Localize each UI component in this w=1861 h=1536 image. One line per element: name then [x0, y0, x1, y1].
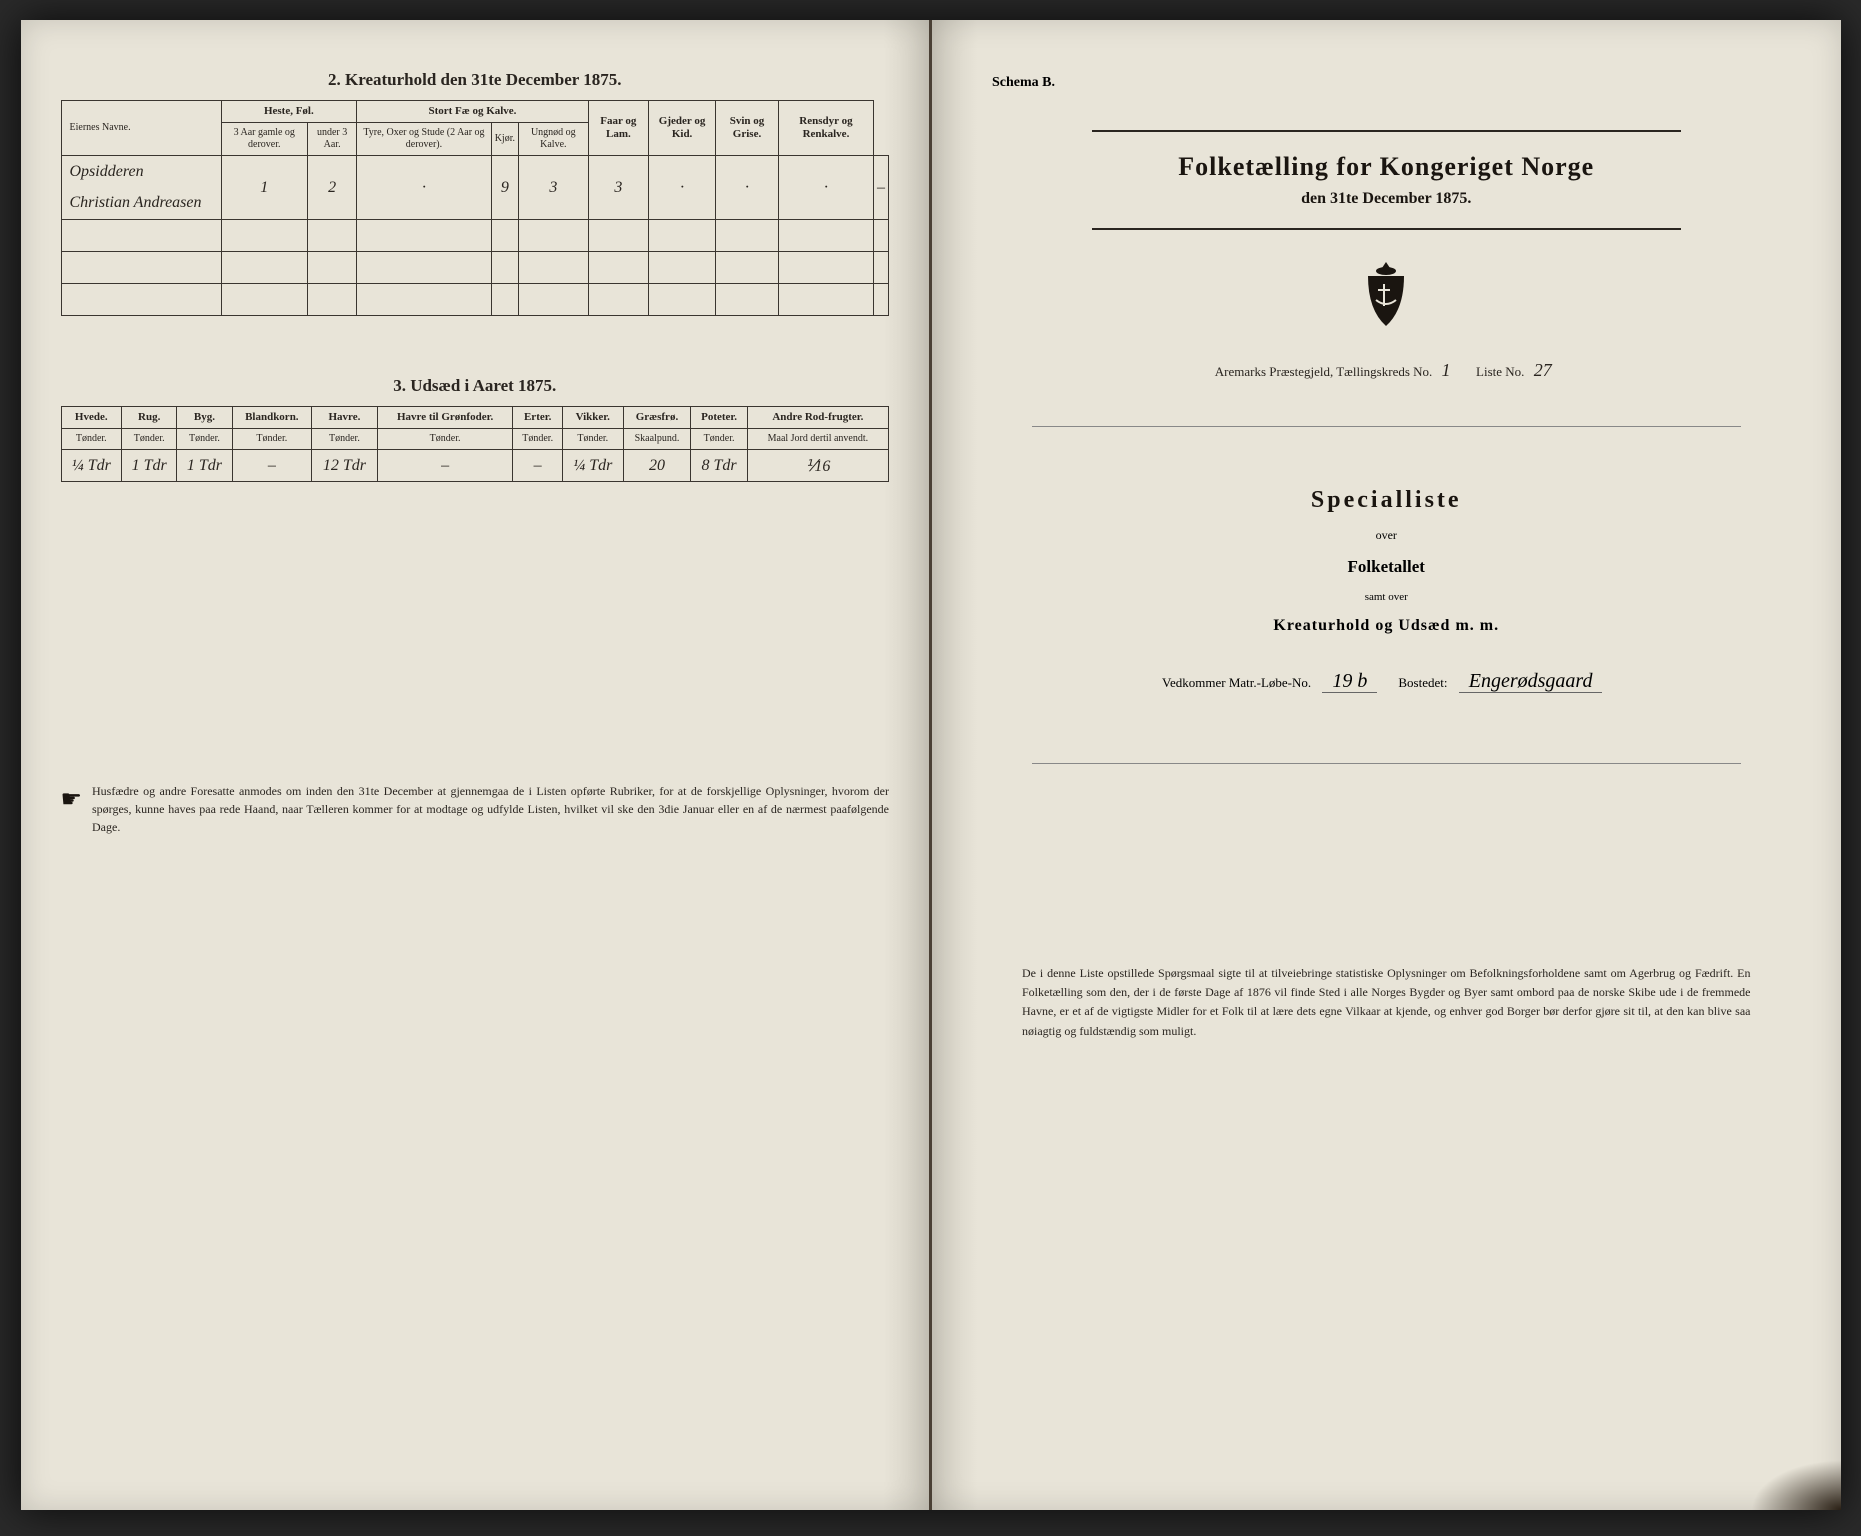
cell: ⅟16 [747, 450, 888, 482]
cell: 1 [221, 156, 308, 220]
left-footer: ☛ Husfædre og andre Foresatte anmodes om… [61, 782, 890, 836]
cell: 1 Tdr [177, 450, 232, 482]
vedkommer-line: Vedkommer Matr.-Løbe-No. 19 b Bostedet: … [972, 670, 1801, 693]
unit: Maal Jord dertil anvendt. [747, 429, 888, 450]
sub-stort-b: Kjør. [491, 123, 518, 156]
col: Blandkorn. [232, 407, 311, 429]
bostedet-value: Engerødsgaard [1459, 670, 1603, 693]
district-no: 1 [1442, 360, 1451, 380]
cell: 1 Tdr [122, 450, 177, 482]
unit: Tønder. [312, 429, 378, 450]
liste-label: Liste No. [1476, 364, 1524, 379]
cell: 3 [518, 156, 588, 220]
owner-label: Opsidderen [61, 156, 221, 188]
divider [1032, 426, 1741, 427]
col: Andre Rod-frugter. [747, 407, 888, 429]
col: Havre. [312, 407, 378, 429]
parish-line: Aremarks Præstegjeld, Tællingskreds No. … [972, 360, 1801, 381]
kreatur-line: Kreaturhold og Udsæd m. m. [972, 617, 1801, 635]
sub-stort-c: Ungnød og Kalve. [518, 123, 588, 156]
over-label: over [972, 528, 1801, 543]
cell: – [232, 450, 311, 482]
cell: – [873, 156, 888, 220]
main-title: Folketælling for Kongeriget Norge [972, 152, 1801, 182]
cell: 8 Tdr [691, 450, 747, 482]
section3-title: 3. Udsæd i Aaret 1875. [61, 376, 890, 396]
cell: ¼ Tdr [562, 450, 623, 482]
col: Hvede. [61, 407, 122, 429]
document-spread: 2. Kreaturhold den 31te December 1875. E… [21, 20, 1841, 1510]
unit: Skaalpund. [623, 429, 691, 450]
col: Vikker. [562, 407, 623, 429]
table-row [61, 284, 889, 316]
sowing-table: Hvede. Rug. Byg. Blandkorn. Havre. Havre… [61, 406, 890, 482]
subtitle: den 31te December 1875. [972, 190, 1801, 208]
col: Havre til Grønfoder. [377, 407, 513, 429]
parish-label: Aremarks Præstegjeld, [1215, 364, 1333, 379]
col: Græsfrø. [623, 407, 691, 429]
folketallet: Folketallet [972, 557, 1801, 577]
coat-of-arms-icon [1356, 260, 1416, 330]
vedkommer-label: Vedkommer Matr.-Løbe-No. [1162, 675, 1311, 690]
col: Rug. [122, 407, 177, 429]
table-row: ¼ Tdr 1 Tdr 1 Tdr – 12 Tdr – – ¼ Tdr 20 … [61, 450, 889, 482]
footer-text: Husfædre og andre Foresatte anmodes om i… [92, 782, 889, 836]
unit: Tønder. [122, 429, 177, 450]
section2-title: 2. Kreaturhold den 31te December 1875. [61, 70, 890, 90]
unit: Tønder. [61, 429, 122, 450]
divider [1032, 763, 1741, 764]
table-row: Opsidderen 1 2 · 9 3 3 · · · – [61, 156, 889, 188]
right-footer: De i denne Liste opstillede Spørgsmaal s… [1022, 964, 1751, 1041]
special-title: Specialliste [972, 487, 1801, 514]
unit: Tønder. [562, 429, 623, 450]
col: Poteter. [691, 407, 747, 429]
cell: 3 [588, 156, 648, 220]
matr-no: 19 b [1322, 670, 1377, 693]
title-block: Folketælling for Kongeriget Norge den 31… [972, 130, 1801, 230]
right-page: Schema B. Folketælling for Kongeriget No… [932, 20, 1841, 1510]
table-row [61, 220, 889, 252]
col-gjeder: Gjeder og Kid. [649, 101, 716, 156]
col: Byg. [177, 407, 232, 429]
cell: – [377, 450, 513, 482]
sub-stort-a: Tyre, Oxer og Stude (2 Aar og derover). [357, 123, 491, 156]
col-svin: Svin og Grise. [716, 101, 779, 156]
cell: · [778, 156, 873, 220]
unit: Tønder. [691, 429, 747, 450]
col-faar: Faar og Lam. [588, 101, 648, 156]
samt-over: samt over [972, 591, 1801, 603]
col-rensdyr: Rensdyr og Renkalve. [778, 101, 873, 156]
unit: Tønder. [232, 429, 311, 450]
sub-heste-a: 3 Aar gamle og derover. [221, 123, 308, 156]
cell: 9 [491, 156, 518, 220]
livestock-table: Eiernes Navne. Heste, Føl. Stort Fæ og K… [61, 100, 890, 316]
owner-name: Christian Andreasen [61, 188, 221, 220]
bostedet-label: Bostedet: [1398, 675, 1447, 690]
schema-label: Schema B. [992, 75, 1055, 91]
unit: Tønder. [513, 429, 563, 450]
cell: 20 [623, 450, 691, 482]
sub-heste-b: under 3 Aar. [308, 123, 357, 156]
col-heste: Heste, Føl. [221, 101, 357, 123]
left-page: 2. Kreaturhold den 31te December 1875. E… [21, 20, 933, 1510]
unit: Tønder. [377, 429, 513, 450]
pointing-hand-icon: ☛ [61, 782, 83, 836]
col: Erter. [513, 407, 563, 429]
cell: 2 [308, 156, 357, 220]
cell: · [716, 156, 779, 220]
cell: · [357, 156, 491, 220]
col-owner: Eiernes Navne. [61, 101, 221, 156]
cell: 12 Tdr [312, 450, 378, 482]
cell: ¼ Tdr [61, 450, 122, 482]
unit: Tønder. [177, 429, 232, 450]
page-corner-shadow [1751, 1460, 1841, 1510]
cell: – [513, 450, 563, 482]
liste-no: 27 [1534, 360, 1552, 380]
cell: · [649, 156, 716, 220]
col-stort: Stort Fæ og Kalve. [357, 101, 588, 123]
table-row [61, 252, 889, 284]
district-label: Tællingskreds No. [1336, 364, 1432, 379]
